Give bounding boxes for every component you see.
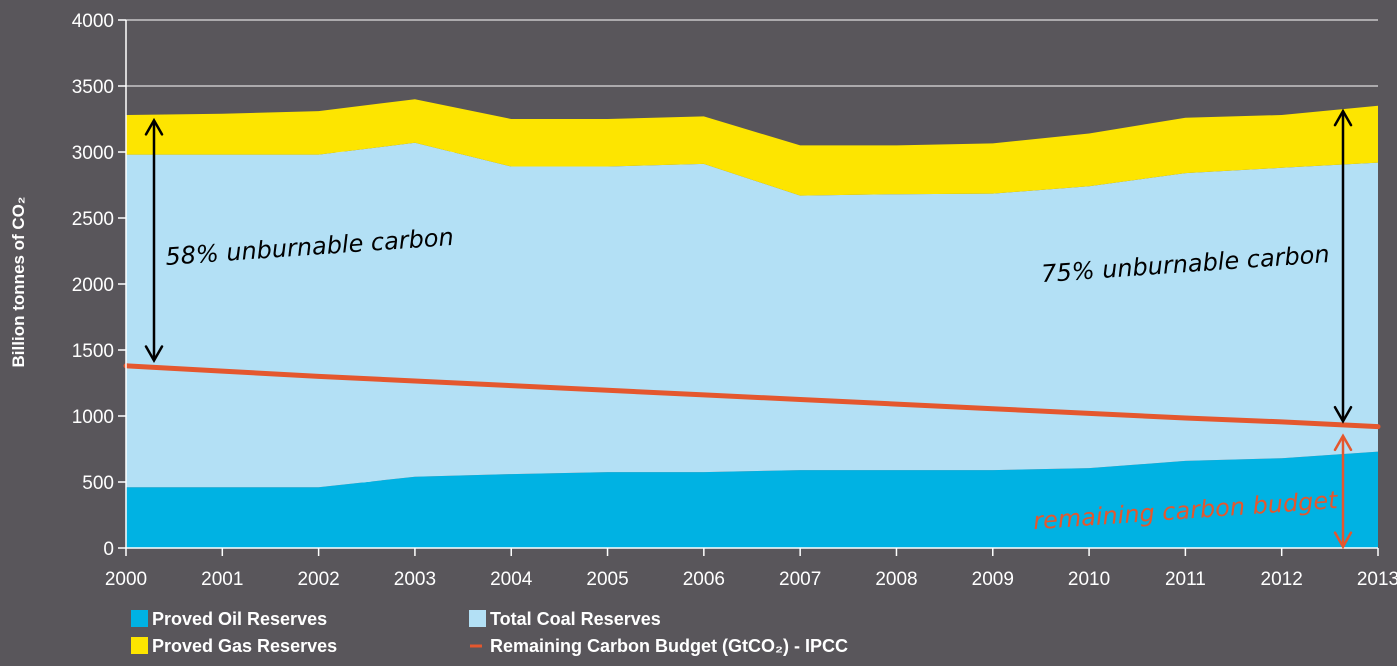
arrow-75-head-bottom	[1333, 405, 1353, 424]
x-tick-2003: 2003	[394, 569, 436, 590]
x-tick-2004: 2004	[490, 569, 533, 590]
legend-swatch-1	[469, 610, 486, 627]
arrow-58-head-bottom	[144, 345, 164, 364]
legend-label-2: Proved Gas Reserves	[152, 636, 337, 656]
x-tick-2008: 2008	[875, 569, 917, 590]
x-tick-2011: 2011	[1165, 569, 1206, 590]
legend-label-0: Proved Oil Reserves	[152, 609, 327, 629]
arrow-budget-head-top	[1333, 433, 1353, 452]
x-tick-2000: 2000	[105, 569, 147, 590]
arrow-75-head-top	[1333, 108, 1353, 127]
y-tick-1000: 1000	[72, 407, 114, 428]
x-tick-2013: 2013	[1357, 569, 1397, 590]
area-series-1	[126, 142, 1378, 488]
x-tick-2006: 2006	[683, 569, 725, 590]
y-tick-4000: 4000	[72, 11, 114, 32]
arrow-budget-head-bottom	[1333, 531, 1353, 550]
legend: Proved Oil Reserves Total Coal Reserves Pr…	[131, 609, 848, 656]
arrow-58-head-top	[144, 117, 164, 136]
x-tick-2001: 2001	[201, 569, 243, 590]
x-tick-2012: 2012	[1261, 569, 1303, 590]
y-tick-500: 500	[82, 473, 114, 494]
x-tick-2010: 2010	[1068, 569, 1110, 590]
x-tick-2002: 2002	[297, 569, 339, 590]
x-tick-2005: 2005	[586, 569, 628, 590]
x-tick-labels: 2000 2001 2002 2003 2004 2005 2006 2007 2008 2009…	[105, 548, 1397, 590]
y-tick-2000: 2000	[72, 275, 114, 296]
legend-label-1: Total Coal Reserves	[490, 609, 661, 629]
x-tick-2009: 2009	[972, 569, 1014, 590]
y-tick-labels: 0 500 1000 1500 2000 2500 3000 3500 4000	[72, 11, 126, 560]
y-tick-3500: 3500	[72, 77, 114, 98]
legend-swatch-2	[131, 637, 148, 654]
y-tick-1500: 1500	[72, 341, 114, 362]
y-tick-3000: 3000	[72, 143, 114, 164]
legend-swatch-0	[131, 610, 148, 627]
budget-polyline	[123, 363, 1381, 430]
area-series-2	[126, 99, 1378, 196]
y-tick-2500: 2500	[72, 209, 114, 230]
area-series-0	[126, 451, 1378, 548]
budget-line	[123, 363, 1381, 430]
x-tick-2007: 2007	[779, 569, 821, 590]
y-tick-0: 0	[103, 539, 114, 560]
stacked-areas	[126, 99, 1378, 548]
y-axis-label: Billion tonnes of CO₂	[9, 197, 28, 368]
legend-label-3: Remaining Carbon Budget (GtCO₂) - IPCC	[490, 636, 848, 656]
